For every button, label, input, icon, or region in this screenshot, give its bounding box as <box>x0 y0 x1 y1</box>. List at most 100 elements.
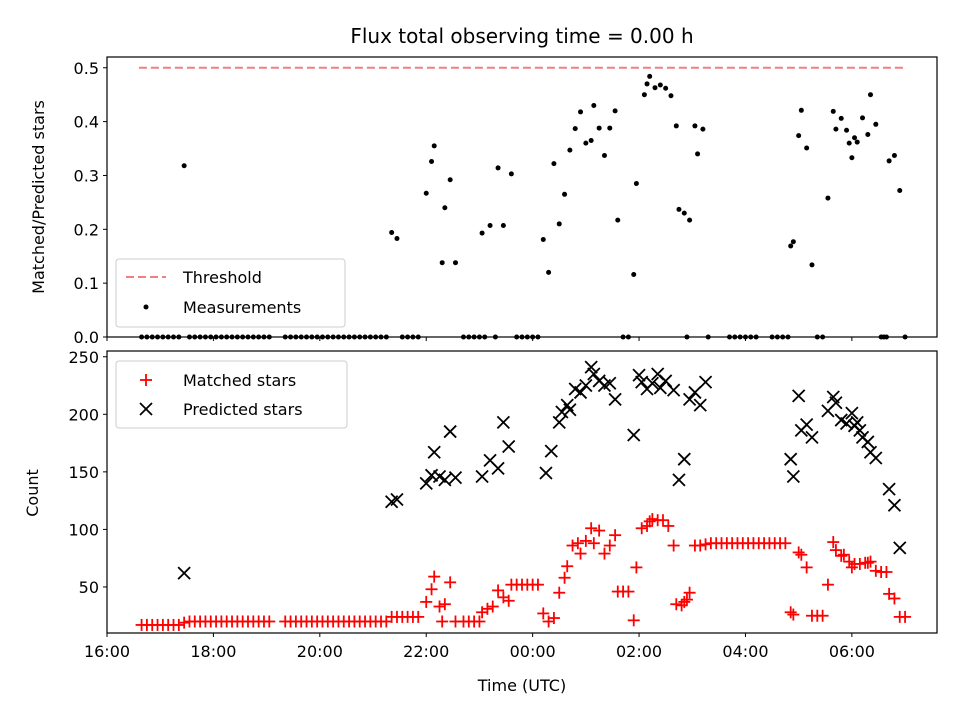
matched-star-point <box>670 598 683 611</box>
bottom-legend-box <box>115 360 348 429</box>
measurement-point <box>479 230 485 236</box>
matched-star-point <box>444 576 457 589</box>
y-tick-label: 250 <box>68 348 99 367</box>
predicted-x-b <box>427 445 441 459</box>
bottom-y-ticks: 50 100 150 200 250 <box>68 348 107 597</box>
predicted-star-point <box>850 415 864 429</box>
matched-star-point <box>853 557 866 570</box>
x-tick-label: 04:00 <box>722 642 768 661</box>
matched-star-point <box>547 612 560 625</box>
predicted-x-b <box>502 439 516 454</box>
measurement-point <box>644 81 650 87</box>
measurement-point <box>394 235 400 241</box>
matched-star-point <box>683 586 696 599</box>
predicted-x-b <box>448 470 463 485</box>
matched-star-point <box>263 615 276 628</box>
measurement-point <box>849 155 855 161</box>
matched-star-point <box>598 547 611 560</box>
predicted-star-point <box>177 566 191 580</box>
matched-star-point <box>680 593 693 606</box>
legend-measurements-label: Measurements <box>183 298 301 317</box>
predicted-x-b <box>496 415 511 429</box>
predicted-x-b <box>587 367 601 381</box>
matched-star-point <box>587 537 600 550</box>
predicted-star-point <box>608 392 622 406</box>
measurement-point <box>804 145 810 151</box>
legend-measurements-swatch <box>143 304 149 310</box>
matched-star-point <box>827 536 840 549</box>
measurement-point <box>657 82 663 88</box>
x-tick-label: 20:00 <box>297 642 343 661</box>
predicted-x-b <box>845 406 859 420</box>
predicted-x-b <box>552 415 566 429</box>
matched-star-point <box>561 560 574 573</box>
matched-star-point <box>412 610 425 623</box>
matched-star-point <box>436 615 449 628</box>
top-x-ticks <box>106 337 853 341</box>
x-tick-label: 22:00 <box>403 642 449 661</box>
measurement-point <box>540 237 546 243</box>
predicted-star-point <box>496 415 511 429</box>
predicted-x-b <box>653 381 667 395</box>
top-y-axis-label: Matched/Predicted stars <box>29 100 48 294</box>
predicted-x-b <box>688 385 702 400</box>
predicted-star-point <box>573 385 588 400</box>
matched-star-point <box>622 585 635 598</box>
predicted-x-b <box>786 469 800 484</box>
matched-star-point <box>779 537 792 550</box>
matched-star-point <box>481 602 494 615</box>
matched-star-point <box>585 522 598 535</box>
matched-star-point <box>574 547 587 560</box>
measurement-point <box>681 210 687 216</box>
predicted-x-b <box>632 368 646 382</box>
measurement-point <box>562 191 568 197</box>
measurement-point <box>439 260 445 266</box>
legend-matched-swatch <box>140 374 152 386</box>
predicted-x-b <box>419 476 433 491</box>
predicted-star-point <box>698 375 713 389</box>
predicted-star-point <box>829 396 843 410</box>
matched-star-point <box>662 519 675 532</box>
matched-star-point <box>821 578 834 591</box>
legend-predicted-label: Predicted stars <box>183 400 303 419</box>
predicted-x-b <box>579 378 593 393</box>
predicted-star-point <box>443 424 457 439</box>
y-tick-label: 0.3 <box>74 166 99 185</box>
matched-star-point <box>425 583 438 596</box>
matched-star-point <box>531 578 544 591</box>
predicted-x-b <box>693 398 707 412</box>
bottom-legend: Matched stars Predicted stars <box>115 360 348 429</box>
predicted-star-point <box>563 403 577 417</box>
predicted-star-point <box>632 368 646 382</box>
x-tick-label: 00:00 <box>510 642 556 661</box>
predicted-x-b <box>627 428 641 442</box>
matched-star-point <box>800 561 813 574</box>
matched-star-point <box>172 618 185 631</box>
measurement-point <box>551 161 557 167</box>
predicted-star-point <box>448 470 463 485</box>
matched-star-point <box>502 594 515 607</box>
bottom-plot-area <box>135 360 912 631</box>
measurement-point <box>663 85 669 91</box>
measurement-point <box>633 181 639 187</box>
predicted-x-b <box>784 452 798 466</box>
measurement-point <box>601 153 607 159</box>
matched-star-point <box>837 548 850 561</box>
predicted-star-point <box>587 367 601 381</box>
x-tick-label: 02:00 <box>616 642 662 661</box>
measurement-point <box>687 217 693 223</box>
y-tick-label: 0.0 <box>74 328 99 347</box>
matched-star-point <box>880 565 893 578</box>
predicted-star-point <box>427 445 441 459</box>
predicted-star-point <box>603 376 617 390</box>
matched-star-point <box>656 514 669 527</box>
predicted-star-point <box>645 376 659 390</box>
measurement-point <box>796 133 802 139</box>
measurement-point <box>700 126 706 132</box>
predicted-x-b <box>805 430 819 444</box>
measurement-point <box>588 137 594 143</box>
measurement-point <box>442 205 448 211</box>
measurement-point <box>389 230 395 236</box>
predicted-x-b <box>603 376 617 390</box>
chart-title: Flux total observing time = 0.00 h <box>350 24 693 48</box>
